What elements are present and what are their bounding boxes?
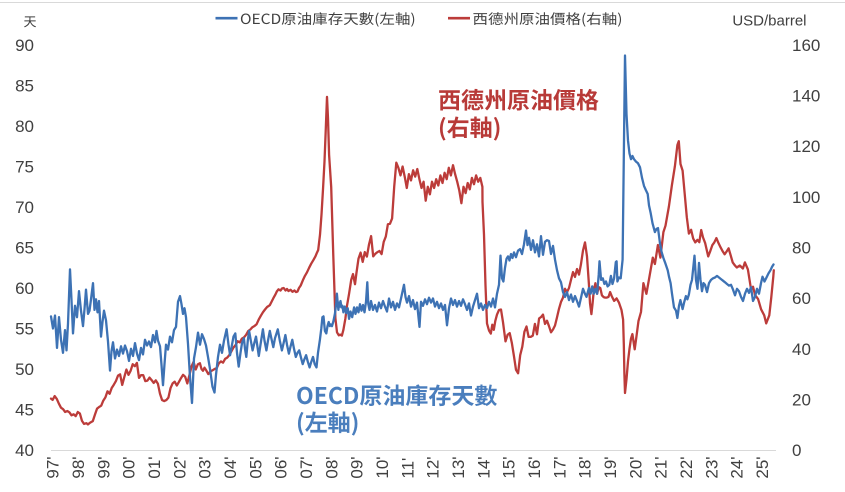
svg-text:45: 45 bbox=[15, 401, 34, 420]
svg-text:50: 50 bbox=[15, 360, 34, 379]
svg-text:40: 40 bbox=[15, 441, 34, 460]
svg-text:13': 13' bbox=[449, 456, 468, 478]
svg-text:65: 65 bbox=[15, 239, 34, 258]
svg-text:100: 100 bbox=[792, 188, 820, 207]
svg-text:USD/barrel: USD/barrel bbox=[732, 13, 806, 30]
svg-text:02': 02' bbox=[170, 456, 189, 478]
svg-text:40: 40 bbox=[792, 340, 811, 359]
svg-text:160: 160 bbox=[792, 36, 820, 55]
svg-text:20: 20 bbox=[792, 390, 811, 409]
svg-text:17': 17' bbox=[550, 456, 569, 478]
svg-text:08': 08' bbox=[322, 456, 341, 478]
svg-text:99': 99' bbox=[94, 456, 113, 478]
svg-text:60: 60 bbox=[15, 279, 34, 298]
svg-text:23': 23' bbox=[702, 456, 721, 478]
svg-text:05': 05' bbox=[246, 456, 265, 478]
svg-text:21': 21' bbox=[652, 456, 671, 478]
svg-text:18': 18' bbox=[576, 456, 595, 478]
svg-text:22': 22' bbox=[677, 456, 696, 478]
svg-text:16': 16' bbox=[525, 456, 544, 478]
svg-text:06': 06' bbox=[272, 456, 291, 478]
svg-text:140: 140 bbox=[792, 87, 820, 106]
svg-text:55: 55 bbox=[15, 320, 34, 339]
svg-text:25': 25' bbox=[753, 456, 772, 478]
svg-text:60: 60 bbox=[792, 289, 811, 308]
svg-text:11': 11' bbox=[398, 458, 417, 479]
svg-text:07': 07' bbox=[297, 456, 316, 478]
svg-text:19': 19' bbox=[601, 456, 620, 478]
svg-text:120: 120 bbox=[792, 137, 820, 156]
svg-text:14': 14' bbox=[474, 456, 493, 478]
svg-text:70: 70 bbox=[15, 198, 34, 217]
svg-text:75: 75 bbox=[15, 158, 34, 177]
svg-text:80: 80 bbox=[15, 117, 34, 136]
svg-text:01': 01' bbox=[145, 456, 164, 478]
svg-text:85: 85 bbox=[15, 77, 34, 96]
svg-text:90: 90 bbox=[15, 36, 34, 55]
svg-text:03': 03' bbox=[196, 456, 215, 478]
svg-text:80: 80 bbox=[792, 239, 811, 258]
svg-text:0: 0 bbox=[792, 441, 801, 460]
svg-text:12': 12' bbox=[424, 456, 443, 478]
svg-text:24': 24' bbox=[728, 456, 747, 478]
svg-text:00': 00' bbox=[120, 456, 139, 478]
svg-text:98': 98' bbox=[69, 456, 88, 478]
svg-text:97': 97' bbox=[44, 456, 63, 478]
svg-text:20': 20' bbox=[626, 456, 645, 478]
svg-text:09': 09' bbox=[348, 456, 367, 478]
svg-text:10': 10' bbox=[373, 456, 392, 478]
svg-text:04': 04' bbox=[221, 456, 240, 478]
svg-text:15': 15' bbox=[500, 456, 519, 478]
